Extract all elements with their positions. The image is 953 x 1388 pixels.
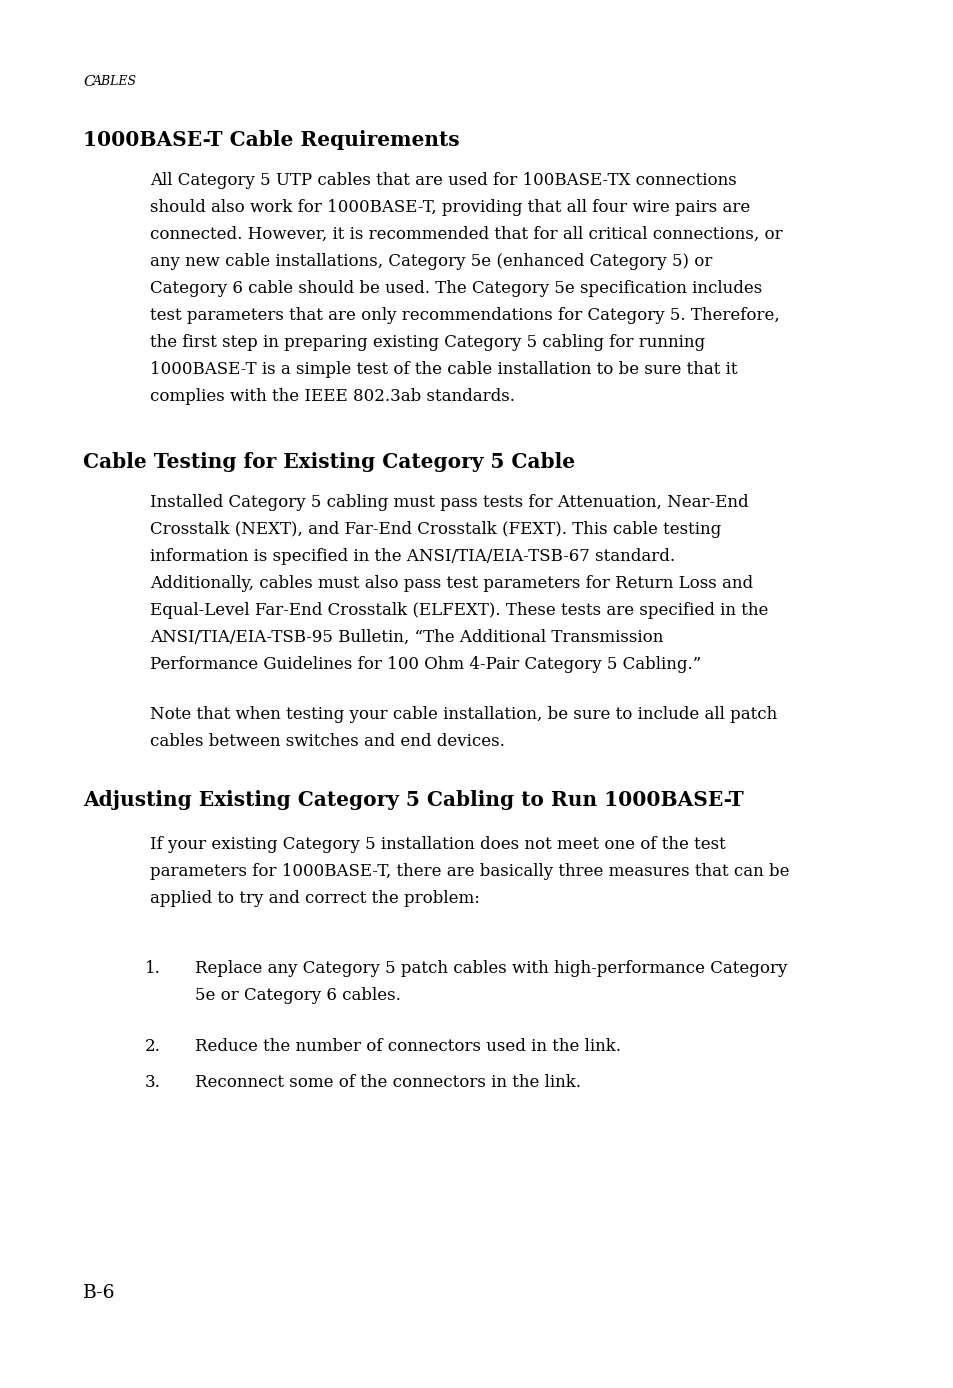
Text: Crosstalk (NEXT), and Far-End Crosstalk (FEXT). This cable testing: Crosstalk (NEXT), and Far-End Crosstalk … bbox=[150, 520, 720, 539]
Text: Cable Testing for Existing Category 5 Cable: Cable Testing for Existing Category 5 Ca… bbox=[83, 452, 575, 472]
Text: any new cable installations, Category 5e (enhanced Category 5) or: any new cable installations, Category 5e… bbox=[150, 253, 712, 271]
Text: the first step in preparing existing Category 5 cabling for running: the first step in preparing existing Cat… bbox=[150, 335, 704, 351]
Text: connected. However, it is recommended that for all critical connections, or: connected. However, it is recommended th… bbox=[150, 226, 781, 243]
Text: 3.: 3. bbox=[145, 1074, 161, 1091]
Text: complies with the IEEE 802.3ab standards.: complies with the IEEE 802.3ab standards… bbox=[150, 389, 515, 405]
Text: parameters for 1000BASE-T, there are basically three measures that can be: parameters for 1000BASE-T, there are bas… bbox=[150, 863, 789, 880]
Text: Installed Category 5 cabling must pass tests for Attenuation, Near-End: Installed Category 5 cabling must pass t… bbox=[150, 494, 748, 511]
Text: 1.: 1. bbox=[145, 960, 161, 977]
Text: test parameters that are only recommendations for Category 5. Therefore,: test parameters that are only recommenda… bbox=[150, 307, 779, 323]
Text: Performance Guidelines for 100 Ohm 4-Pair Category 5 Cabling.”: Performance Guidelines for 100 Ohm 4-Pai… bbox=[150, 657, 700, 673]
Text: Category 6 cable should be used. The Category 5e specification includes: Category 6 cable should be used. The Cat… bbox=[150, 280, 761, 297]
Text: should also work for 1000BASE-T, providing that all four wire pairs are: should also work for 1000BASE-T, providi… bbox=[150, 198, 749, 217]
Text: Reconnect some of the connectors in the link.: Reconnect some of the connectors in the … bbox=[194, 1074, 580, 1091]
Text: All Category 5 UTP cables that are used for 100BASE-TX connections: All Category 5 UTP cables that are used … bbox=[150, 172, 736, 189]
Text: Adjusting Existing Category 5 Cabling to Run 1000BASE-T: Adjusting Existing Category 5 Cabling to… bbox=[83, 790, 743, 811]
Text: Note that when testing your cable installation, be sure to include all patch: Note that when testing your cable instal… bbox=[150, 706, 777, 723]
Text: 5e or Category 6 cables.: 5e or Category 6 cables. bbox=[194, 987, 400, 1004]
Text: C: C bbox=[83, 75, 94, 89]
Text: Reduce the number of connectors used in the link.: Reduce the number of connectors used in … bbox=[194, 1038, 620, 1055]
Text: 1000BASE-T Cable Requirements: 1000BASE-T Cable Requirements bbox=[83, 130, 459, 150]
Text: information is specified in the ANSI/TIA/EIA-TSB-67 standard.: information is specified in the ANSI/TIA… bbox=[150, 548, 675, 565]
Text: If your existing Category 5 installation does not meet one of the test: If your existing Category 5 installation… bbox=[150, 836, 725, 854]
Text: ANSI/TIA/EIA-TSB-95 Bulletin, “The Additional Transmission: ANSI/TIA/EIA-TSB-95 Bulletin, “The Addit… bbox=[150, 629, 662, 645]
Text: Replace any Category 5 patch cables with high-performance Category: Replace any Category 5 patch cables with… bbox=[194, 960, 786, 977]
Text: applied to try and correct the problem:: applied to try and correct the problem: bbox=[150, 890, 479, 906]
Text: cables between switches and end devices.: cables between switches and end devices. bbox=[150, 733, 504, 750]
Text: 2.: 2. bbox=[145, 1038, 161, 1055]
Text: 1000BASE-T is a simple test of the cable installation to be sure that it: 1000BASE-T is a simple test of the cable… bbox=[150, 361, 737, 378]
Text: Equal-Level Far-End Crosstalk (ELFEXT). These tests are specified in the: Equal-Level Far-End Crosstalk (ELFEXT). … bbox=[150, 602, 767, 619]
Text: Additionally, cables must also pass test parameters for Return Loss and: Additionally, cables must also pass test… bbox=[150, 575, 752, 593]
Text: ABLES: ABLES bbox=[92, 75, 137, 87]
Text: B-6: B-6 bbox=[83, 1284, 115, 1302]
